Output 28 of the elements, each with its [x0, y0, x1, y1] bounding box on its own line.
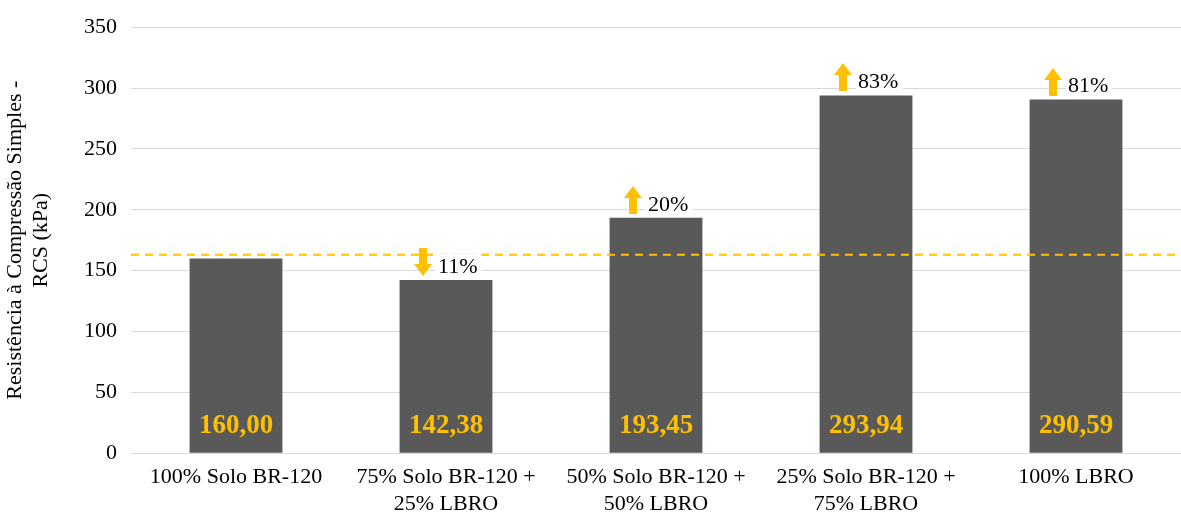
y-tick-label: 250: [84, 134, 117, 160]
x-tick-label: 100% Solo BR-120: [149, 463, 323, 489]
y-tick-label: 100: [84, 317, 117, 343]
x-tick-label: 25% Solo BR-120 + 75% LBRO: [776, 463, 956, 515]
y-tick-label: 350: [84, 12, 117, 38]
y-tick-label: 200: [84, 195, 117, 221]
data-label: 193,45: [618, 409, 694, 440]
bar: [609, 217, 703, 453]
annotation: 83%: [858, 68, 899, 94]
bar: [819, 95, 913, 453]
x-tick-label: 75% Solo BR-120 + 25% LBRO: [356, 463, 536, 515]
x-tick-label: 100% LBRO: [1018, 463, 1134, 489]
data-label: 293,94: [828, 409, 904, 440]
annotation: 11%: [438, 252, 478, 278]
data-label: 290,59: [1038, 409, 1114, 440]
data-label: 142,38: [408, 409, 484, 440]
data-label: 160,00: [198, 409, 274, 440]
annotation: 20%: [648, 190, 689, 216]
bar: [1029, 99, 1123, 453]
y-tick-label: 150: [84, 256, 117, 282]
x-tick-label: 50% Solo BR-120 + 50% LBRO: [566, 463, 746, 515]
y-axis-title: Resistência à Compressão Simples - RCS (kPa): [0, 80, 52, 400]
annotation: 81%: [1068, 72, 1109, 98]
y-tick-label: 0: [106, 438, 117, 464]
y-tick-label: 50: [95, 378, 117, 404]
bar: [189, 258, 283, 453]
bar: [399, 279, 493, 453]
y-tick-label: 300: [84, 73, 117, 99]
